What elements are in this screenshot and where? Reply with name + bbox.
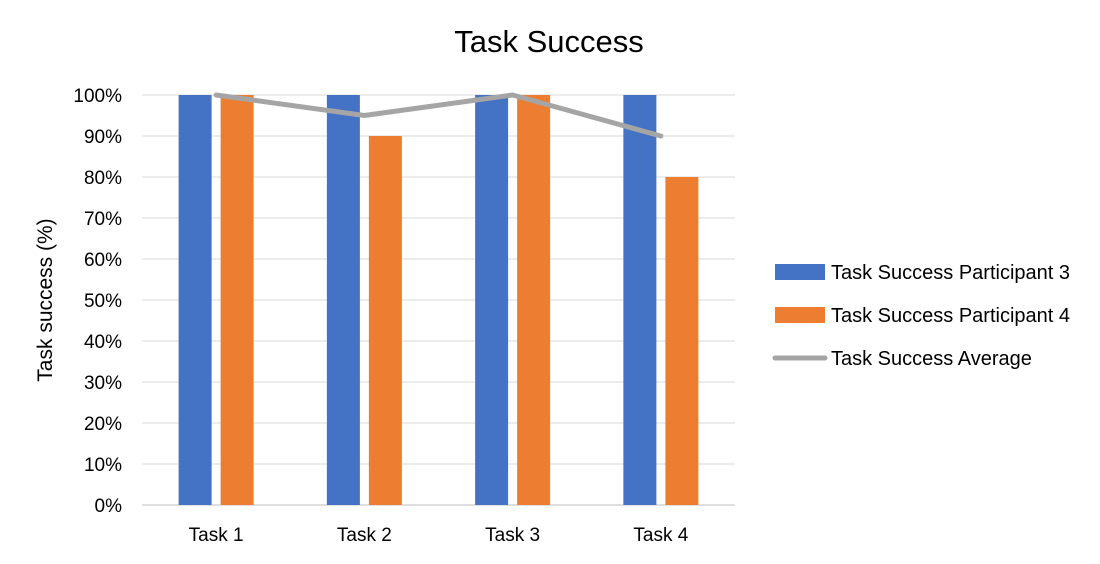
y-tick-label: 100%	[73, 86, 122, 107]
legend: Task Success Participant 3 Task Success P…	[772, 262, 1070, 370]
y-tick-label: 70%	[84, 209, 122, 230]
bar-participant-3-task-3	[475, 95, 509, 505]
y-axis-ticks: 0% 10% 20% 30% 40% 50% 60% 70% 80% 90% 100%	[73, 86, 122, 517]
y-tick-label: 10%	[84, 455, 122, 476]
bar-participant-4-task-2	[368, 136, 402, 505]
bar-participant-4-task-1	[220, 95, 254, 505]
bar-series	[178, 95, 699, 505]
y-tick-label: 0%	[95, 496, 123, 517]
chart-title: Task Success	[454, 24, 644, 59]
average-line	[213, 92, 664, 139]
x-tick-label: Task 4	[633, 525, 688, 546]
average-line-series	[213, 92, 664, 139]
x-tick-label: Task 1	[189, 525, 244, 546]
y-tick-label: 60%	[84, 250, 122, 271]
y-tick-label: 40%	[84, 332, 122, 353]
legend-label-2: Task Success Participant 4	[831, 305, 1070, 327]
y-tick-label: 80%	[84, 168, 122, 189]
bar-participant-3-task-1	[178, 95, 212, 505]
x-tick-label: Task 2	[337, 525, 392, 546]
bar-participant-4-task-3	[517, 95, 551, 505]
legend-swatch-2	[775, 307, 825, 323]
y-tick-label: 90%	[84, 127, 122, 148]
y-axis-label: Task success (%)	[34, 218, 57, 381]
x-tick-label: Task 3	[485, 525, 540, 546]
legend-swatch-1	[775, 264, 825, 280]
bar-participant-4-task-4	[665, 177, 699, 505]
y-tick-label: 50%	[84, 291, 122, 312]
y-tick-label: 30%	[84, 373, 122, 394]
x-axis-ticks: Task 1 Task 2 Task 3 Task 4	[189, 525, 689, 546]
bar-participant-3-task-2	[326, 95, 360, 505]
legend-label-1: Task Success Participant 3	[831, 262, 1070, 284]
bar-participant-3-task-4	[623, 95, 657, 505]
y-tick-label: 20%	[84, 414, 122, 435]
legend-label-3: Task Success Average	[831, 348, 1032, 370]
